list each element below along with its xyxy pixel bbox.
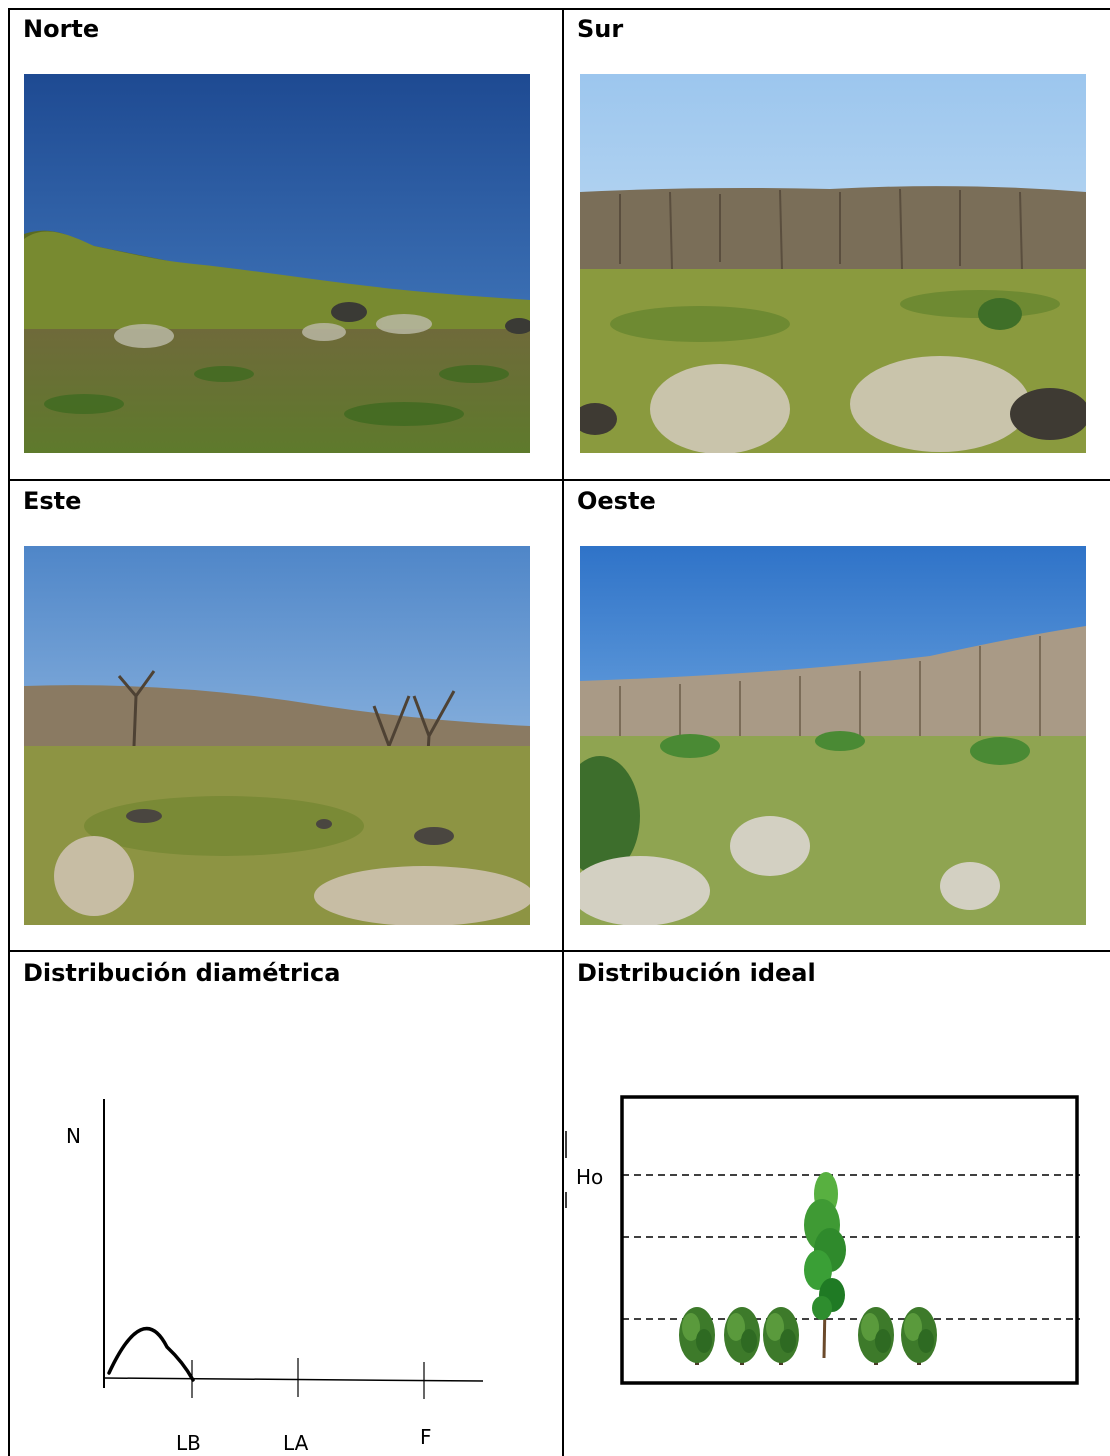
shrub-icon [679,1307,715,1365]
x-axis [103,1377,484,1382]
photo-grid-table [8,8,1110,1456]
tick-label-f: F [420,1425,432,1449]
heading-north: Norte [23,15,100,43]
stand-frame [620,1095,1079,1385]
y-axis-label: N [66,1124,81,1148]
tick-label-la: LA [283,1431,309,1455]
tree-icon [804,1172,846,1359]
table-divider-row-2 [8,950,1110,952]
photo-south [580,74,1086,453]
heading-south: Sur [577,15,624,43]
table-border-left [8,8,10,1456]
table-border-top [8,8,1110,10]
shrub-icon [763,1307,799,1365]
shrub-icon [858,1307,894,1365]
heading-west: Oeste [577,487,656,515]
distribution-curve [107,1326,195,1382]
shrub-icon [724,1307,760,1365]
photo-north [24,74,530,453]
shrub-icon [901,1307,937,1365]
table-divider-row-1 [8,479,1110,481]
photo-west [580,546,1086,925]
tick-label-lb: LB [176,1431,201,1455]
photo-east [24,546,530,925]
diameter-distribution-diagram: N LB LA F [66,1099,484,1455]
height-label-ho: Ho [576,1165,603,1189]
heading-ideal-distribution: Distribución ideal [577,959,816,987]
ideal-distribution-diagram: Ho [565,1095,1080,1385]
heading-east: Este [23,487,82,515]
heading-diameter-distribution: Distribución diamétrica [23,959,341,987]
table-divider-vertical [562,8,564,1456]
